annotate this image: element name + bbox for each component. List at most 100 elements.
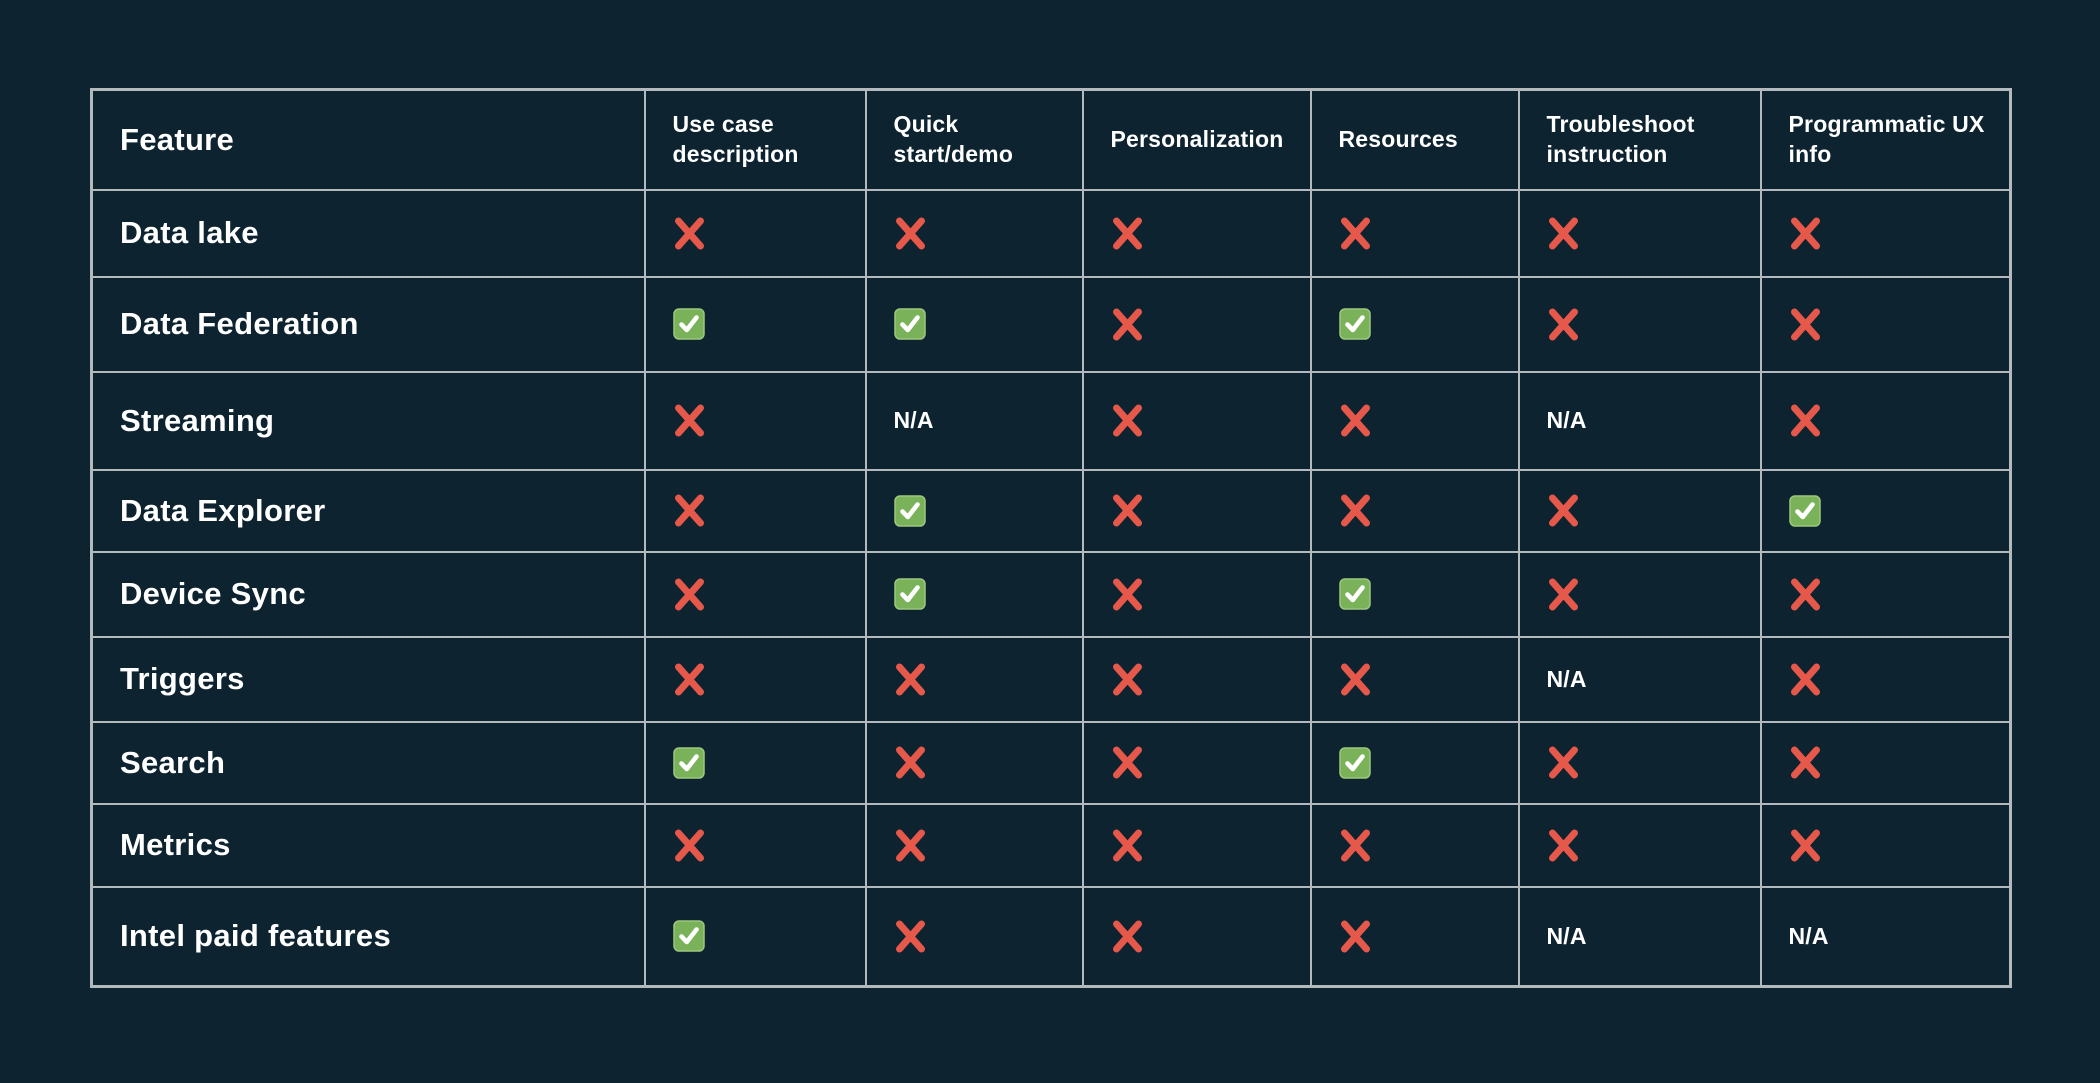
table-cell-cross — [1759, 635, 2012, 723]
table-row-streaming: Streaming N/A N/A — [90, 370, 2012, 471]
cross-icon — [1339, 662, 1372, 697]
table-cell-na: N/A — [1517, 885, 1762, 988]
cross-icon — [1111, 919, 1144, 954]
table-cell-cross — [1081, 720, 1312, 805]
table-cell-cross — [1517, 275, 1762, 373]
cross-icon — [673, 577, 706, 612]
cross-icon — [673, 216, 706, 251]
table-cell-cross — [864, 720, 1084, 805]
cross-icon — [1111, 745, 1144, 780]
table-cell-cross — [1081, 468, 1312, 553]
check-icon — [1788, 494, 1821, 527]
check-icon — [1338, 578, 1371, 610]
table-row-search: Search — [90, 720, 2012, 805]
feature-label: Data Federation — [90, 275, 646, 373]
table-cell-cross — [1081, 275, 1312, 373]
cross-icon — [1547, 307, 1580, 342]
table-body: Data lake Data Federation Streaming N/A N/A D… — [90, 188, 2012, 988]
cross-icon — [1789, 403, 1822, 438]
cross-icon — [1789, 307, 1822, 342]
table-row-data-explorer: Data Explorer — [90, 468, 2012, 553]
check-icon — [893, 578, 926, 610]
table-cell-cross — [864, 188, 1084, 278]
check-icon — [893, 494, 926, 527]
table-cell-check — [643, 720, 867, 805]
na-label: N/A — [1546, 922, 1587, 949]
table-cell-cross — [1759, 550, 2012, 638]
cross-icon — [1547, 577, 1580, 612]
table-cell-cross — [1309, 885, 1520, 988]
table-cell-cross — [1309, 635, 1520, 723]
cross-icon — [1547, 828, 1580, 863]
table-cell-cross — [1759, 188, 2012, 278]
cross-icon — [1339, 216, 1372, 251]
feature-comparison-table: Feature Use case description Quick start/d… — [90, 88, 2012, 988]
table-cell-cross — [1309, 802, 1520, 888]
table-row-metrics: Metrics — [90, 802, 2012, 888]
table-row-data-federation: Data Federation — [90, 275, 2012, 373]
table-cell-check — [864, 468, 1084, 553]
table-cell-cross — [1081, 802, 1312, 888]
cross-icon — [1789, 745, 1822, 780]
table-cell-na: N/A — [1517, 370, 1762, 471]
check-icon — [672, 920, 705, 952]
column-header-troubleshoot-instruction: Troubleshoot instruction — [1517, 88, 1762, 191]
check-icon — [1338, 308, 1371, 340]
table-cell-cross — [643, 635, 867, 723]
table-cell-cross — [643, 802, 867, 888]
table-cell-na: N/A — [1517, 635, 1762, 723]
table-cell-cross — [1517, 550, 1762, 638]
feature-label: Metrics — [90, 802, 646, 888]
column-header-programmatic-ux-info: Programmatic UX info — [1759, 88, 2012, 191]
table-cell-check — [1309, 720, 1520, 805]
cross-icon — [1789, 828, 1822, 863]
table-row-data-lake: Data lake — [90, 188, 2012, 278]
table-cell-cross — [1309, 370, 1520, 471]
column-header-feature: Feature — [90, 88, 646, 191]
cross-icon — [1111, 216, 1144, 251]
table-cell-cross — [1517, 188, 1762, 278]
table-cell-cross — [1517, 802, 1762, 888]
na-label: N/A — [893, 407, 934, 433]
table-cell-cross — [864, 802, 1084, 888]
check-icon — [893, 308, 926, 340]
cross-icon — [1789, 577, 1822, 612]
cross-icon — [1789, 216, 1822, 251]
table-cell-cross — [1517, 468, 1762, 553]
cross-icon — [894, 919, 927, 954]
feature-label: Triggers — [90, 635, 646, 723]
column-header-quick-start-demo: Quick start/demo — [864, 88, 1084, 191]
table-cell-cross — [1081, 885, 1312, 988]
cross-icon — [673, 662, 706, 697]
cross-icon — [673, 493, 706, 528]
table-cell-check — [864, 275, 1084, 373]
cross-icon — [1547, 745, 1580, 780]
cross-icon — [673, 403, 706, 438]
cross-icon — [1339, 828, 1372, 863]
cross-icon — [1547, 493, 1580, 528]
cross-icon — [894, 216, 927, 251]
table-cell-cross — [643, 370, 867, 471]
check-icon — [672, 746, 705, 779]
header-row: Feature Use case description Quick start/d… — [90, 88, 2012, 191]
cross-icon — [1547, 216, 1580, 251]
cross-icon — [1111, 403, 1144, 438]
table-cell-cross — [1309, 188, 1520, 278]
table-cell-cross — [1081, 635, 1312, 723]
feature-label: Streaming — [90, 370, 646, 471]
cross-icon — [673, 828, 706, 863]
table-row-device-sync: Device Sync — [90, 550, 2012, 638]
check-icon — [672, 308, 705, 340]
column-header-resources: Resources — [1309, 88, 1520, 191]
na-label: N/A — [1546, 407, 1587, 433]
table-cell-cross — [1759, 802, 2012, 888]
table-cell-check — [1759, 468, 2012, 553]
cross-icon — [1111, 307, 1144, 342]
na-label: N/A — [1546, 665, 1587, 692]
column-header-personalization: Personalization — [1081, 88, 1312, 191]
table-cell-cross — [643, 188, 867, 278]
cross-icon — [1339, 493, 1372, 528]
table-cell-check — [1309, 550, 1520, 638]
cross-icon — [1339, 919, 1372, 954]
